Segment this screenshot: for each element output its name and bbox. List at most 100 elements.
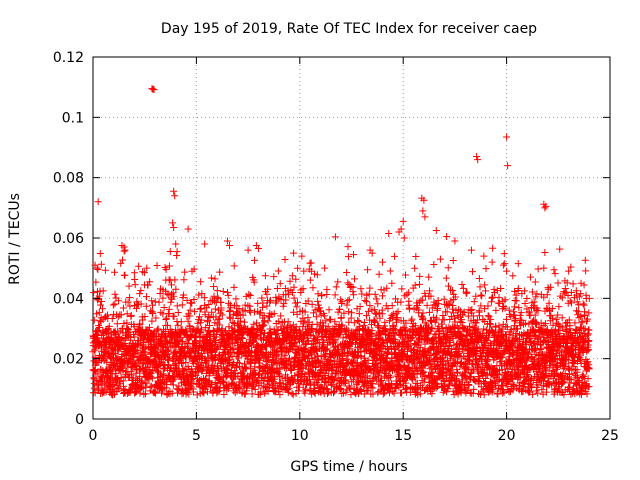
data-point xyxy=(94,296,102,304)
data-point xyxy=(110,310,118,318)
data-point xyxy=(142,302,150,310)
data-point xyxy=(141,367,149,375)
data-point xyxy=(141,348,149,356)
data-point xyxy=(381,318,389,326)
data-point xyxy=(93,328,101,336)
data-point xyxy=(163,378,171,386)
data-point xyxy=(169,289,177,297)
data-point xyxy=(138,351,146,359)
data-point xyxy=(416,272,424,280)
data-point xyxy=(390,389,398,397)
data-point xyxy=(550,266,558,274)
data-point xyxy=(96,323,104,331)
data-point xyxy=(449,256,457,264)
data-point xyxy=(162,265,170,273)
data-point xyxy=(448,287,456,295)
data-point xyxy=(166,248,174,256)
data-point xyxy=(130,323,138,331)
data-point xyxy=(469,268,477,276)
data-point xyxy=(366,284,374,292)
data-point xyxy=(101,266,109,274)
data-point xyxy=(309,284,317,292)
data-point xyxy=(408,315,416,323)
data-point xyxy=(430,260,438,268)
data-point xyxy=(171,276,179,284)
data-point xyxy=(126,294,134,302)
data-point xyxy=(261,272,269,280)
data-point xyxy=(470,298,478,306)
data-point xyxy=(90,289,98,297)
data-point xyxy=(490,285,498,293)
data-point xyxy=(397,298,405,306)
data-point xyxy=(92,376,100,384)
data-point xyxy=(230,262,238,270)
data-point xyxy=(479,316,487,324)
data-point xyxy=(375,270,383,278)
data-point xyxy=(323,286,331,294)
data-point xyxy=(489,244,497,252)
data-point xyxy=(92,278,100,286)
data-point xyxy=(345,308,353,316)
data-point xyxy=(314,297,322,305)
data-point xyxy=(168,295,176,303)
data-point xyxy=(111,268,119,276)
data-point xyxy=(434,300,442,308)
data-point xyxy=(131,281,139,289)
data-point xyxy=(398,285,406,293)
data-point xyxy=(200,389,208,397)
data-point xyxy=(250,256,258,264)
data-point xyxy=(130,269,138,277)
data-point xyxy=(306,276,314,284)
data-point xyxy=(357,285,365,293)
data-point xyxy=(136,320,144,328)
data-point xyxy=(219,288,227,296)
data-point xyxy=(173,302,181,310)
data-point xyxy=(123,310,131,318)
data-point xyxy=(108,314,116,322)
data-point xyxy=(99,287,107,295)
data-point xyxy=(343,268,351,276)
data-point xyxy=(97,260,105,268)
data-point xyxy=(160,304,168,312)
data-point xyxy=(142,390,150,398)
data-point xyxy=(499,261,507,269)
data-point xyxy=(197,304,205,312)
data-point xyxy=(207,274,215,282)
data-point xyxy=(277,312,285,320)
data-point xyxy=(115,297,123,305)
data-point xyxy=(180,276,188,284)
data-point xyxy=(523,294,531,302)
data-point xyxy=(120,320,128,328)
data-point xyxy=(241,390,249,398)
data-point xyxy=(556,245,564,253)
data-point xyxy=(482,265,490,273)
data-point xyxy=(307,259,315,267)
data-point xyxy=(492,306,500,314)
data-point xyxy=(463,288,471,296)
data-point xyxy=(167,298,175,306)
data-point xyxy=(143,293,151,301)
data-point xyxy=(500,250,508,258)
data-point xyxy=(117,335,125,343)
data-point xyxy=(390,252,398,260)
data-point xyxy=(478,292,486,300)
data-point xyxy=(165,262,173,270)
data-point xyxy=(162,314,170,322)
data-point xyxy=(121,271,129,279)
data-point xyxy=(154,325,162,333)
data-point xyxy=(447,312,455,320)
data-point xyxy=(96,249,104,257)
data-point xyxy=(148,297,156,305)
data-point xyxy=(334,278,342,286)
data-point xyxy=(531,278,539,286)
data-point xyxy=(173,248,181,256)
data-point xyxy=(90,316,98,324)
data-point xyxy=(101,381,109,389)
data-point xyxy=(152,389,160,397)
data-point xyxy=(528,288,536,296)
data-point xyxy=(96,317,104,325)
data-point xyxy=(533,290,541,298)
data-point xyxy=(439,388,447,396)
data-point xyxy=(281,256,289,264)
data-point xyxy=(442,274,450,282)
